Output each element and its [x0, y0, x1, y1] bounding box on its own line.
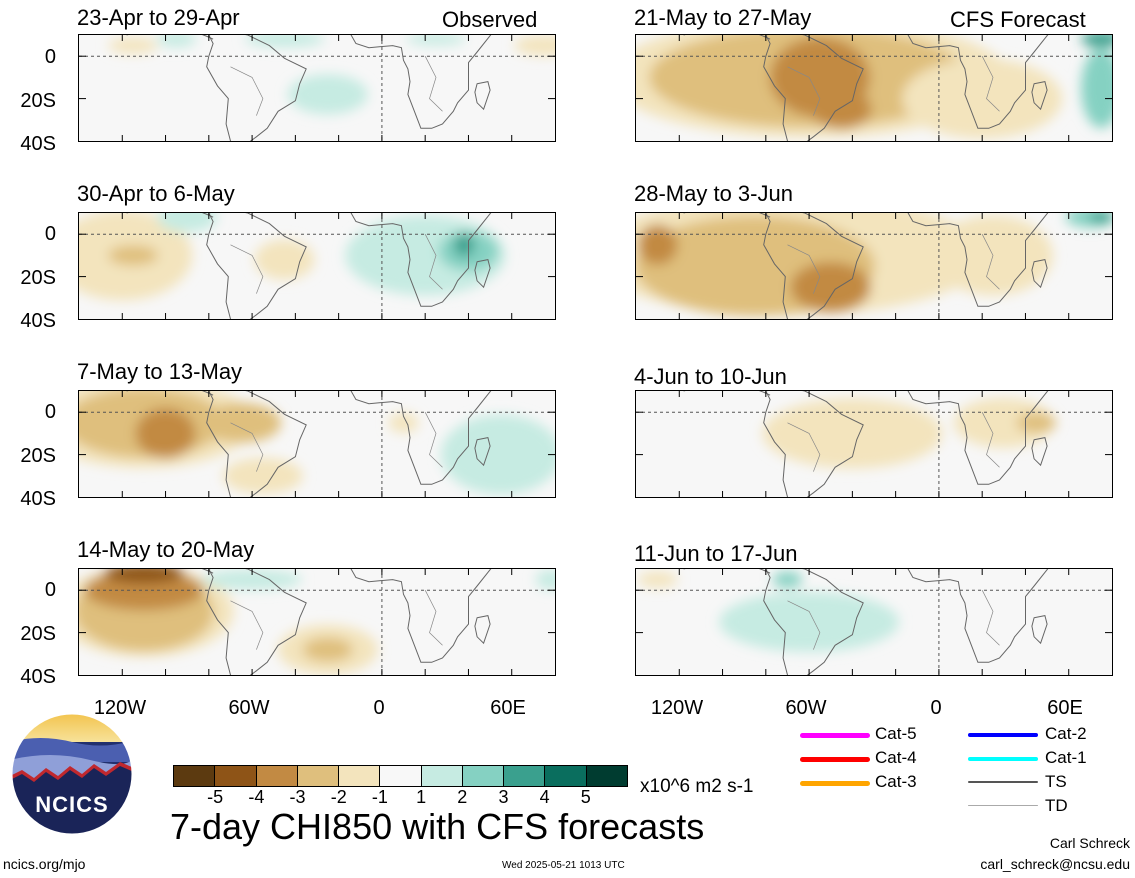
lon-label-60e: 60E — [490, 697, 526, 719]
colorbar-swatch — [461, 766, 504, 786]
ncics-logo: NCICS — [10, 712, 134, 836]
colorbar-swatch — [585, 766, 627, 786]
colorbar-tick-label: 3 — [498, 787, 509, 807]
author: Carl Schreck — [1049, 835, 1130, 851]
legend-label-td: TD — [1045, 796, 1068, 815]
legend-label-cat-1: Cat-1 — [1045, 748, 1087, 767]
forecast-map-3 — [635, 390, 1113, 498]
colorbar-tick-label: 2 — [457, 787, 468, 807]
panel-title-fcst-2: 28-May to 3-Jun — [634, 181, 793, 206]
author-email[interactable]: carl_schreck@ncsu.edu — [980, 856, 1130, 872]
lat-label-40s: 40S — [20, 666, 56, 688]
lon-label-0: 0 — [373, 697, 385, 719]
legend-label-cat-5: Cat-5 — [875, 724, 917, 743]
colorbar-swatch — [420, 766, 462, 786]
colorbar-swatch — [338, 766, 380, 786]
timestamp: Wed 2025-05-21 1013 UTC — [502, 860, 625, 871]
observed-map-3 — [78, 390, 556, 498]
lon-label-120w: 120W — [93, 697, 147, 719]
colorbar-swatch — [255, 766, 297, 786]
panel-title-fcst-3: 4-Jun to 10-Jun — [634, 364, 787, 389]
panel-title-obs-4: 14-May to 20-May — [77, 537, 255, 562]
colorbar-swatch — [544, 766, 586, 786]
colorbar-swatch — [214, 766, 256, 786]
lat-label-0: 0 — [44, 223, 56, 245]
lon-label-120w: 120W — [650, 697, 704, 719]
panel-title-obs-2: 30-Apr to 6-May — [77, 181, 235, 206]
legend-label-cat-2: Cat-2 — [1045, 724, 1087, 743]
legend-line-cat-1 — [968, 757, 1038, 761]
forecast-map-4 — [635, 568, 1113, 676]
forecast-map-1 — [635, 34, 1113, 142]
lat-label-40s: 40S — [20, 310, 56, 332]
lat-label-0: 0 — [44, 401, 56, 423]
lon-label-60e: 60E — [1047, 697, 1083, 719]
lon-label-60w: 60W — [785, 697, 827, 719]
colorbar-tick-label: -5 — [207, 787, 224, 807]
legend-label-cat-4: Cat-4 — [875, 748, 917, 767]
lat-label-20s: 20S — [20, 90, 56, 112]
colorbar — [173, 765, 628, 787]
observed-label: Observed — [442, 7, 538, 32]
legend-line-ts — [968, 781, 1038, 783]
lat-label-20s: 20S — [20, 267, 56, 289]
lat-label-20s: 20S — [20, 445, 56, 467]
legend-label-cat-3: Cat-3 — [875, 772, 917, 791]
legend-line-cat-2 — [968, 733, 1038, 737]
legend-line-cat-5 — [800, 733, 870, 738]
forecast-label: CFS Forecast — [950, 7, 1086, 32]
colorbar-tick-label: -1 — [371, 787, 388, 807]
lat-label-40s: 40S — [20, 488, 56, 510]
colorbar-tick-label: 1 — [416, 787, 427, 807]
legend-line-td — [968, 805, 1038, 806]
panel-title-fcst-4: 11-Jun to 17-Jun — [634, 541, 798, 566]
site-url[interactable]: ncics.org/mjo — [3, 856, 86, 872]
forecast-map-2 — [635, 212, 1113, 320]
colorbar-tick-label: -3 — [289, 787, 306, 807]
colorbar-tick-label: -4 — [248, 787, 265, 807]
colorbar-swatch — [503, 766, 545, 786]
colorbar-swatch — [379, 766, 421, 786]
observed-map-2 — [78, 212, 556, 320]
figure-title: 7-day CHI850 with CFS forecasts — [170, 806, 705, 847]
colorbar-swatch — [174, 766, 215, 786]
colorbar-tick-label: -2 — [330, 787, 347, 807]
colorbar-swatch — [296, 766, 339, 786]
colorbar-tick-label: 4 — [539, 787, 550, 807]
lat-label-0: 0 — [44, 579, 56, 601]
logo-text: NCICS — [35, 792, 109, 817]
lat-label-20s: 20S — [20, 623, 56, 645]
legend-label-ts: TS — [1045, 772, 1067, 791]
colorbar-units: x10^6 m2 s-1 — [640, 776, 754, 797]
observed-map-4 — [78, 568, 556, 676]
legend-line-cat-4 — [800, 757, 870, 762]
legend-line-cat-3 — [800, 781, 870, 786]
panel-title-fcst-1: 21-May to 27-May — [634, 5, 812, 30]
lon-label-60w: 60W — [228, 697, 270, 719]
lat-label-40s: 40S — [20, 133, 56, 155]
panel-title-obs-3: 7-May to 13-May — [77, 359, 243, 384]
colorbar-tick-label: 5 — [580, 787, 591, 807]
lon-label-0: 0 — [930, 697, 942, 719]
panel-title-obs-1: 23-Apr to 29-Apr — [77, 5, 240, 30]
observed-map-1 — [78, 34, 556, 142]
lat-label-0: 0 — [44, 46, 56, 68]
